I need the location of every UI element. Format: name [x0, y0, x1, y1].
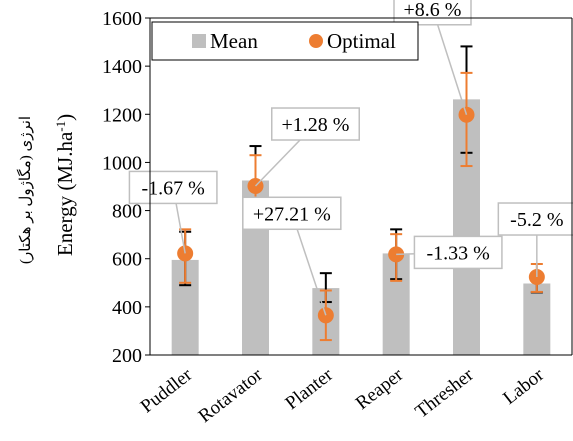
- y-tick-label: 1600: [102, 8, 142, 30]
- y-axis-labels: Energy (MJ.ha-1) انرژی (مگاژول بر هکتار): [16, 114, 77, 264]
- y-axis-title-close: ): [53, 114, 77, 121]
- callout-label: +27.21 %: [253, 203, 331, 225]
- y-axis-title: Energy (MJ.ha-1): [53, 114, 78, 256]
- callout-box: [497, 202, 573, 236]
- x-category-label: Puddler: [137, 364, 197, 417]
- x-category-label: Rotavator: [195, 364, 267, 427]
- legend-marker-optimal: [309, 34, 323, 48]
- y-axis-title-sup: -1: [53, 121, 68, 132]
- callout-leader: [431, 8, 468, 115]
- callout-box: [393, 0, 472, 26]
- x-category-label: Labor: [499, 364, 548, 409]
- mean-bars: [171, 99, 551, 356]
- y-tick-label: 400: [112, 297, 142, 319]
- y-tick-label: 200: [112, 345, 142, 367]
- callout-label: -1.67 %: [142, 177, 205, 199]
- callout-label: -1.33 %: [427, 242, 490, 264]
- legend-swatch-mean: [192, 34, 206, 48]
- callout-label: +1.28 %: [282, 114, 350, 136]
- callout-box: [413, 235, 503, 270]
- callout-box: [271, 107, 360, 141]
- y-axis-title-persian: انرژی (مگاژول بر هکتار): [16, 116, 34, 264]
- bar-mean: [523, 283, 551, 355]
- callouts: -1.67 % +1.28 % +27.21 % -1.33 % +8.6 % -5.2 …: [128, 0, 573, 316]
- x-category-label: Thresher: [411, 364, 478, 423]
- y-axis-title-text: Energy (MJ.ha: [53, 131, 77, 256]
- legend-label-optimal: Optimal: [327, 29, 396, 53]
- callout-label: -5.2 %: [510, 209, 563, 231]
- x-category-label: Planter: [282, 364, 338, 414]
- legend-label-mean: Mean: [210, 29, 258, 53]
- optimal-error-bars: [179, 71, 543, 342]
- y-tick-label: 600: [112, 249, 142, 271]
- point-optimal: [177, 245, 194, 262]
- y-tick-label: 1400: [102, 56, 142, 78]
- y-tick-label: 1200: [102, 104, 142, 126]
- x-category-label: Reaper: [352, 364, 408, 414]
- y-tick-label: 1000: [102, 152, 142, 174]
- callout-box: [242, 196, 342, 231]
- y-tick-label: 800: [112, 201, 142, 223]
- optimal-points: [177, 106, 545, 324]
- y-axis: 200 400 600 800 1000 1200 1400 1600: [102, 8, 150, 367]
- callout-label: +8.6 %: [404, 0, 462, 21]
- legend: Mean Optimal: [151, 21, 419, 61]
- callout-box: [128, 170, 218, 205]
- callout-leader: [291, 213, 327, 316]
